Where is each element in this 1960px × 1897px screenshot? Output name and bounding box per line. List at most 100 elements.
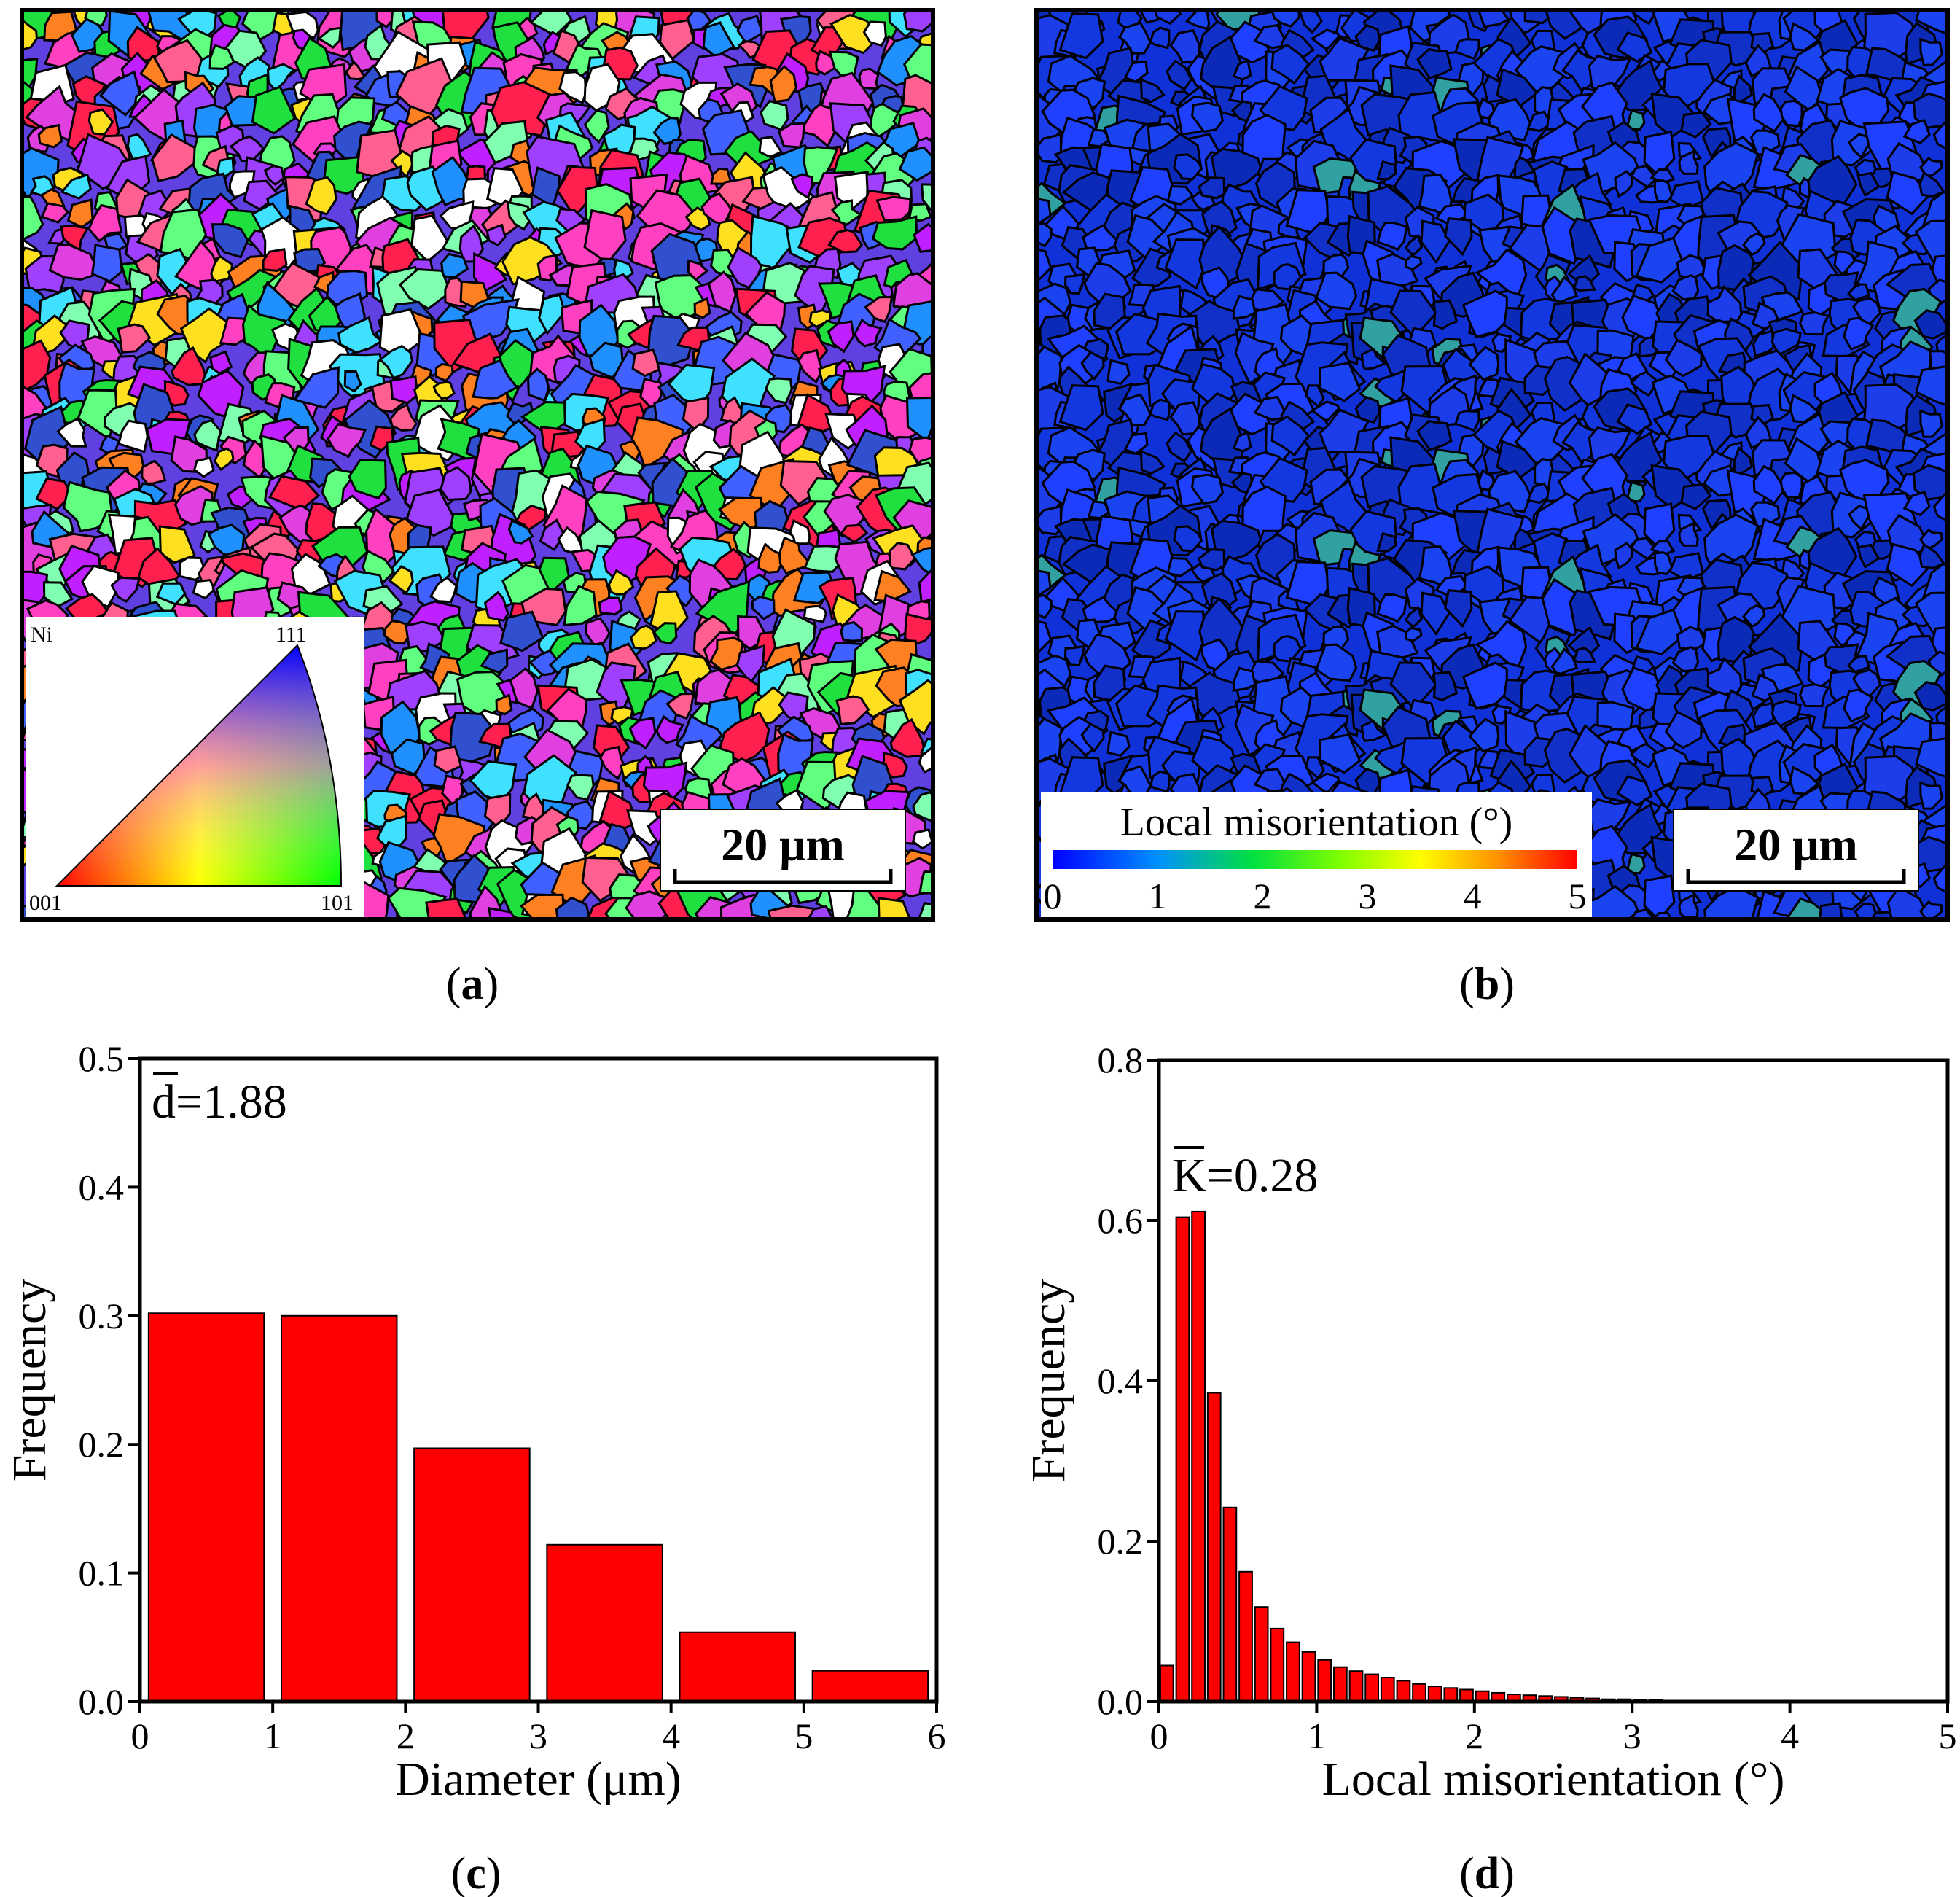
grain: [1915, 365, 1948, 407]
ipf-map-border: [20, 8, 935, 922]
annotation-value: =0.28: [1207, 1149, 1319, 1202]
grain: [1653, 179, 1674, 204]
grain: [1405, 626, 1423, 643]
grain: [1914, 219, 1948, 267]
grain: [1680, 483, 1712, 510]
grain: [440, 466, 472, 502]
grain: [864, 295, 894, 324]
grain: [631, 348, 662, 378]
grain: [1752, 701, 1775, 729]
y-tick-label: 0.2: [1098, 1521, 1144, 1562]
scale-bar-line: [1686, 869, 1906, 884]
grain: [192, 456, 215, 478]
colorbar-gradient: [1053, 850, 1577, 869]
grain: [1454, 410, 1480, 432]
grain: [483, 591, 509, 622]
x-tick-label: 0: [131, 1715, 149, 1756]
scale-bar-a: 20 μm: [660, 809, 906, 892]
grain: [1253, 395, 1289, 421]
grain: [1191, 473, 1225, 505]
grain: [1058, 384, 1104, 432]
ipf-triangle-overlay: [55, 644, 343, 887]
grain: [1404, 234, 1424, 257]
grain: [1932, 493, 1948, 521]
grain: [1270, 10, 1300, 28]
grain: [251, 85, 297, 135]
grain: [348, 459, 387, 500]
grain: [1487, 98, 1532, 141]
grain: [1491, 704, 1512, 725]
grain: [158, 525, 196, 564]
grain: [383, 619, 413, 645]
grain: [1036, 222, 1053, 248]
grain: [1526, 482, 1553, 505]
grain: [1420, 219, 1451, 265]
grain: [1919, 781, 1943, 810]
grain: [1635, 608, 1685, 655]
grain: [506, 200, 533, 231]
grain: [1319, 733, 1362, 774]
grain: [461, 298, 520, 344]
grain: [262, 248, 288, 272]
grain: [898, 146, 933, 182]
grain: [389, 375, 418, 405]
grain: [1354, 24, 1381, 52]
grain: [1625, 852, 1646, 875]
grain: [1629, 742, 1657, 769]
grain: [581, 856, 633, 903]
bar: [1443, 1687, 1459, 1703]
grain: [735, 644, 766, 685]
grain: [630, 624, 657, 650]
grain: [507, 519, 534, 545]
bar: [1396, 1680, 1411, 1702]
y-tick-label: 0.3: [79, 1296, 125, 1336]
grain: [1166, 431, 1193, 463]
grain: [1854, 902, 1878, 919]
grain: [1149, 770, 1171, 793]
grain: [1918, 542, 1945, 569]
colorbar-tick-label: 1: [1149, 876, 1167, 916]
bar: [1364, 1673, 1380, 1703]
grain: [1496, 440, 1539, 480]
grain: [327, 422, 367, 459]
grain: [566, 774, 595, 801]
grain: [1420, 591, 1451, 636]
grain: [1886, 885, 1931, 919]
ipf-color-key: Ni 111 001 101: [26, 617, 364, 917]
grain: [1166, 59, 1193, 91]
grain: [305, 176, 337, 216]
colorbar-tick-label: 2: [1254, 876, 1272, 916]
grain: [309, 457, 345, 488]
grain: [1139, 78, 1166, 104]
grain: [1847, 655, 1870, 674]
grain: [1270, 43, 1311, 85]
grain: [62, 480, 114, 533]
grain: [1487, 470, 1532, 513]
grain: [87, 108, 114, 136]
y-tick-label: 0.0: [79, 1681, 125, 1722]
panel-label-c: (c): [451, 1849, 501, 1897]
grain: [1360, 347, 1388, 370]
panel-b-kam-map: Local misorientation (°) 0 1 2 3 4 5 20 μm: [1034, 8, 1950, 922]
grain: [1678, 521, 1699, 547]
grain: [659, 18, 695, 61]
annotation-symbol: d: [152, 1075, 176, 1129]
grain: [434, 362, 454, 383]
grain: [598, 596, 623, 616]
grain: [871, 215, 918, 251]
grain: [555, 165, 599, 219]
grain: [192, 578, 216, 600]
grain: [487, 906, 516, 919]
grain: [1496, 68, 1539, 108]
scale-bar-label: 20 μm: [1734, 819, 1858, 870]
grain: [1918, 171, 1945, 198]
grain: [1733, 74, 1753, 105]
bar: [1238, 1570, 1253, 1703]
grain: [56, 417, 87, 448]
grain: [480, 648, 509, 674]
grain: [875, 195, 912, 222]
x-tick-label: 1: [264, 1715, 282, 1756]
grain: [1630, 536, 1658, 561]
grain: [1798, 683, 1830, 708]
grain: [1253, 767, 1289, 793]
